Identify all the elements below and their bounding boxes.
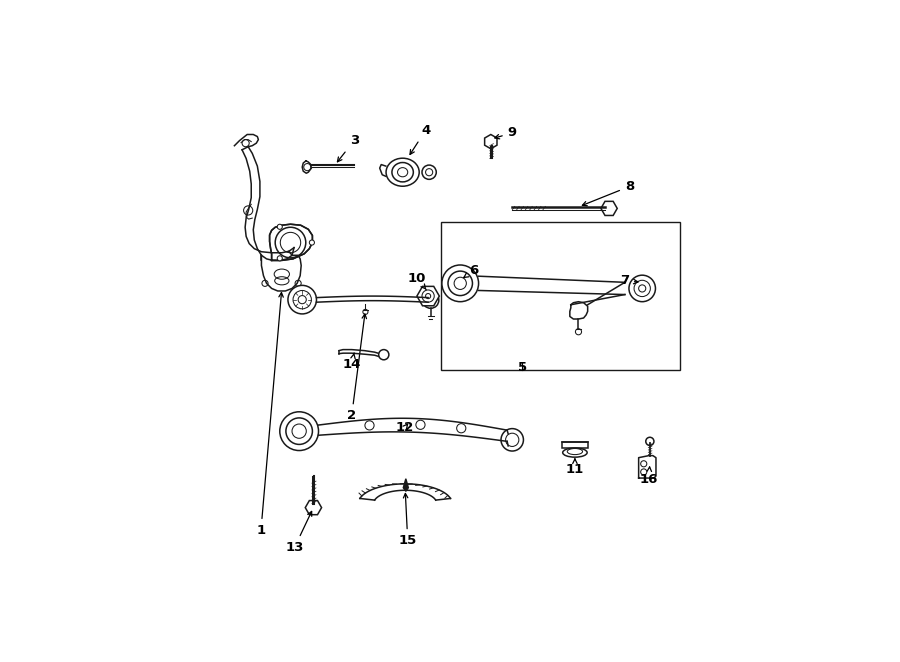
Polygon shape — [270, 224, 312, 260]
Circle shape — [641, 469, 647, 475]
Text: 8: 8 — [582, 180, 634, 206]
Circle shape — [295, 280, 302, 287]
Circle shape — [280, 412, 319, 451]
Ellipse shape — [386, 158, 419, 186]
Circle shape — [646, 438, 654, 446]
Circle shape — [422, 165, 436, 179]
Ellipse shape — [562, 448, 587, 457]
Text: 11: 11 — [566, 459, 584, 476]
Text: 4: 4 — [410, 124, 430, 154]
Text: 9: 9 — [495, 126, 517, 140]
Circle shape — [379, 350, 389, 360]
Text: 3: 3 — [338, 134, 359, 162]
Circle shape — [442, 265, 479, 302]
Circle shape — [288, 285, 317, 314]
Circle shape — [641, 461, 647, 467]
Text: 14: 14 — [343, 353, 361, 371]
Circle shape — [364, 421, 374, 430]
Text: 2: 2 — [347, 314, 366, 422]
Text: 1: 1 — [256, 293, 284, 537]
Polygon shape — [403, 479, 409, 491]
Circle shape — [310, 240, 314, 245]
Bar — [562, 442, 589, 448]
Text: 7: 7 — [620, 274, 638, 287]
Text: 15: 15 — [399, 493, 417, 547]
Circle shape — [277, 224, 283, 229]
Circle shape — [277, 256, 283, 261]
Circle shape — [262, 280, 268, 287]
Text: 16: 16 — [640, 467, 658, 486]
Circle shape — [501, 428, 524, 451]
Text: 5: 5 — [518, 361, 527, 374]
Bar — [441, 222, 680, 370]
Text: 10: 10 — [408, 271, 427, 290]
Text: 6: 6 — [464, 264, 479, 277]
Circle shape — [456, 424, 466, 433]
Circle shape — [629, 275, 655, 302]
Text: 12: 12 — [396, 420, 414, 434]
Polygon shape — [639, 455, 656, 478]
Text: 13: 13 — [285, 511, 311, 554]
Circle shape — [416, 420, 425, 430]
Polygon shape — [302, 161, 311, 173]
Circle shape — [422, 292, 439, 308]
Polygon shape — [570, 302, 588, 319]
